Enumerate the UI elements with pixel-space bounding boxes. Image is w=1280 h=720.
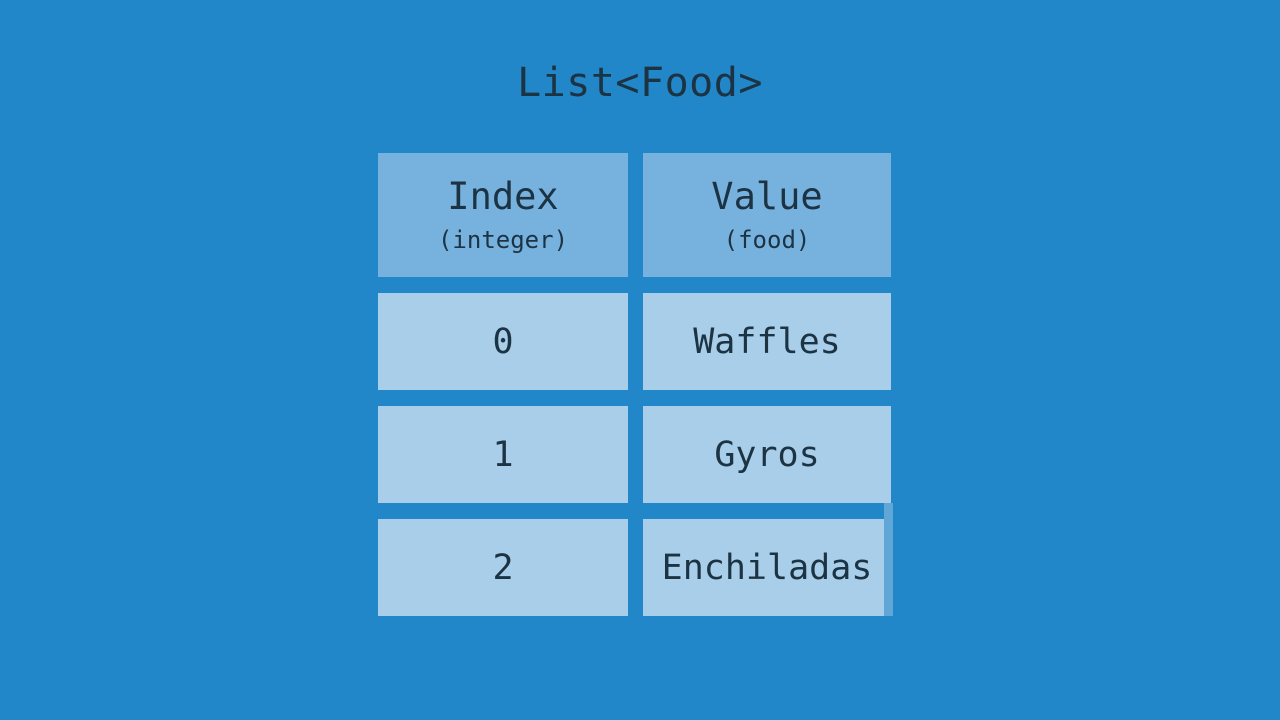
list-table: Index (integer) Value (food) 0 Waffles 1…: [378, 153, 891, 616]
column-header-value-label: Value: [711, 174, 823, 218]
value-cell-0: Waffles: [643, 293, 891, 390]
value-cell-1: Gyros: [643, 406, 891, 503]
render-artifact-strip: [884, 503, 893, 616]
index-cell-1: 1: [378, 406, 628, 503]
index-cell-2: 2: [378, 519, 628, 616]
value-cell-2: Enchiladas: [643, 519, 891, 616]
index-cell-0: 0: [378, 293, 628, 390]
column-header-index-label: Index: [447, 174, 559, 218]
column-header-index-type: (integer): [437, 225, 569, 254]
page-title: List<Food>: [517, 60, 763, 106]
column-header-value-type: (food): [723, 225, 811, 254]
column-header-index: Index (integer): [378, 153, 628, 277]
column-header-value: Value (food): [643, 153, 891, 277]
